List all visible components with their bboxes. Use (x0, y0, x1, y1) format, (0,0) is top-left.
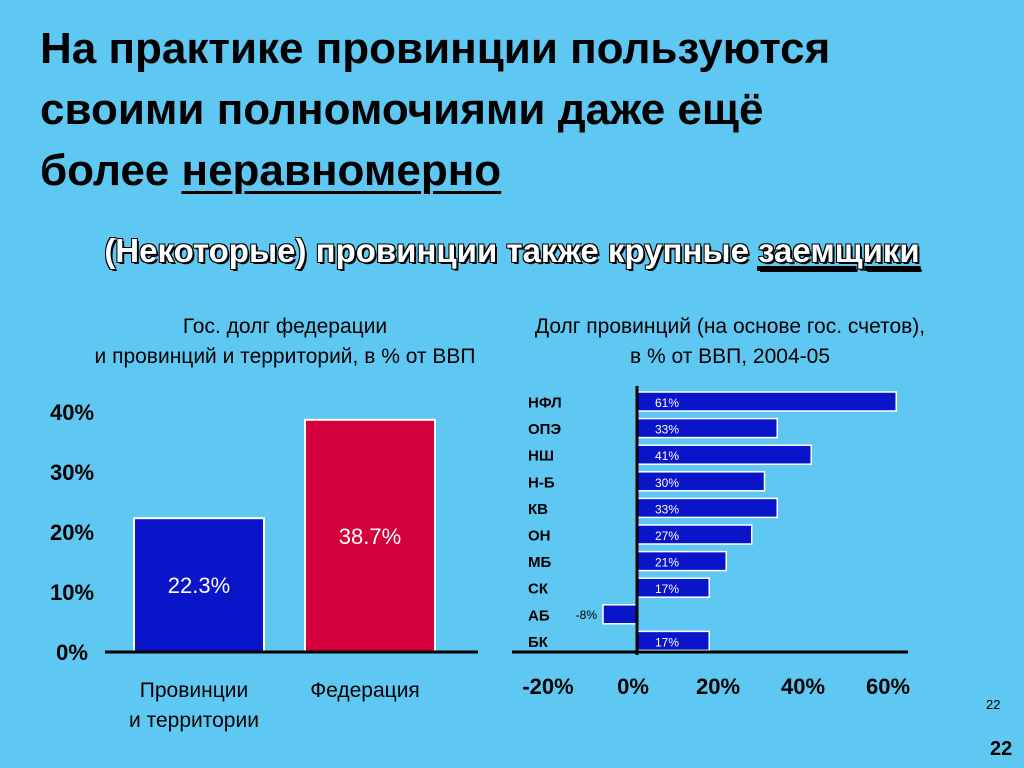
right-chart-caption-line-2: в % от ВВП, 2004-05 (629, 345, 830, 368)
x-tick-label: -20% (522, 674, 573, 699)
right-chart-caption: Долг провинций (на основе гос. счетов), … (500, 312, 960, 372)
bar (133, 517, 265, 654)
x-category-label: Федерация (310, 679, 420, 702)
bar-value-label: 17% (655, 635, 679, 649)
bar-value-label: 22.3% (168, 573, 230, 598)
title-underlined-word: неравномерно (181, 146, 502, 195)
y-category-label: БК (528, 634, 549, 651)
right-chart-caption-line-1: Долг провинций (на основе гос. счетов), (534, 315, 926, 338)
y-category-label: АБ (528, 607, 550, 624)
y-category-label: НФЛ (528, 395, 562, 412)
left-chart-caption-line-1: Гос. долг федерации (182, 315, 388, 338)
title-line-3-prefix: более (40, 146, 182, 195)
x-category-label: Провинции (140, 679, 248, 702)
bar-value-label: 27% (655, 529, 679, 543)
title-line-3: более неравномерно (40, 140, 1000, 201)
page-number-small: 22 (986, 697, 1001, 712)
x-category-label: и территории (129, 709, 259, 732)
left-chart-caption-line-2: и провинций и территорий, в % от ВВП (94, 345, 476, 368)
y-tick-label: 10% (50, 580, 94, 605)
bar-value-label: 41% (655, 449, 679, 463)
slide-title: На практике провинции пользуются своими … (40, 18, 1000, 201)
title-line-2: своими полномочиями даже ещё (40, 85, 764, 134)
title-line-1: На практике провинции пользуются (40, 24, 831, 73)
x-tick-label: 20% (696, 674, 740, 699)
bar-value-label: 33% (655, 423, 679, 437)
bar-value-label: 38.7% (339, 524, 401, 549)
y-tick-label: 30% (50, 460, 94, 485)
slide-subtitle: (Некоторые) провинции также крупные заем… (0, 232, 1024, 270)
y-category-label: ОН (528, 528, 551, 545)
y-category-label: Н-Б (528, 474, 555, 491)
page-number: 22 (990, 738, 1013, 760)
y-category-label: ОПЭ (528, 421, 561, 438)
bar-value-label: 33% (655, 502, 679, 516)
subtitle-underlined-word: заемщики (758, 232, 920, 269)
y-tick-label: 0% (56, 640, 88, 665)
y-category-label: МБ (528, 554, 551, 571)
left-chart-caption: Гос. долг федерации и провинций и террит… (55, 312, 515, 372)
bar (602, 604, 638, 625)
x-tick-label: 60% (866, 674, 910, 699)
bar-value-label: 21% (655, 556, 679, 570)
bar-value-label: 61% (655, 396, 679, 410)
y-category-label: НШ (528, 448, 554, 465)
bar-value-label: 17% (655, 582, 679, 596)
bar-value-label: 30% (655, 476, 679, 490)
y-tick-label: 40% (50, 400, 94, 425)
subtitle-prefix: (Некоторые) провинции также крупные (104, 232, 759, 269)
bar (304, 418, 436, 653)
bar-value-label: -8% (576, 608, 598, 622)
y-category-label: СК (528, 581, 549, 598)
y-tick-label: 20% (50, 520, 94, 545)
x-tick-label: 0% (617, 674, 649, 699)
bar (636, 550, 727, 572)
y-category-label: КВ (528, 501, 548, 518)
x-tick-label: 40% (781, 674, 825, 699)
